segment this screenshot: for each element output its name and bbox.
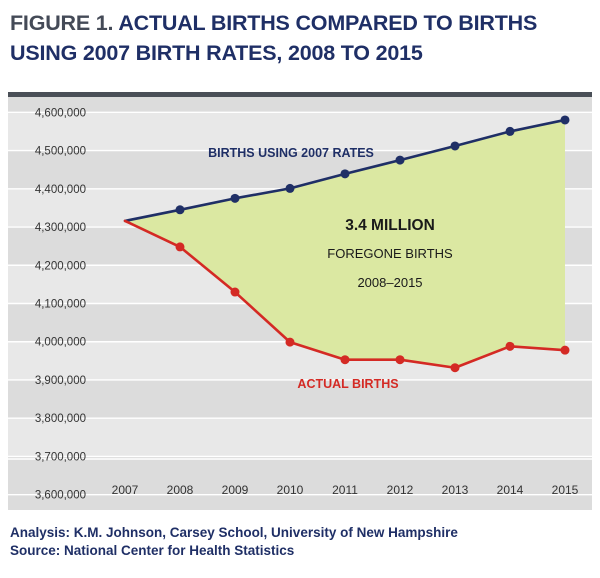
x-tick-label: 2009 [222, 483, 249, 497]
data-point-actual [230, 287, 240, 297]
y-tick-label: 4,600,000 [35, 107, 86, 119]
data-point-actual [395, 355, 405, 365]
data-point-2007-rates [175, 205, 185, 215]
data-point-actual [175, 242, 185, 252]
data-point-2007-rates [340, 169, 350, 179]
y-axis-tick-labels: 4,600,000 4,500,000 4,400,000 4,300,000 4,20… [35, 107, 86, 501]
x-tick-label: 2014 [497, 483, 524, 497]
source-credit: Source: National Center for Health Stati… [10, 543, 295, 558]
line-chart: 4,600,000 4,500,000 4,400,000 4,300,000 4,20… [8, 92, 592, 510]
y-tick-label: 3,900,000 [35, 375, 86, 387]
y-tick-label: 3,800,000 [35, 413, 86, 425]
y-tick-label: 4,000,000 [35, 337, 86, 349]
data-point-2007-rates [560, 115, 570, 125]
x-tick-label: 2012 [387, 483, 414, 497]
y-tick-label: 3,700,000 [35, 451, 86, 463]
x-tick-label: 2011 [332, 483, 358, 497]
x-tick-label: 2013 [442, 483, 469, 497]
data-point-actual [505, 341, 515, 351]
x-tick-label: 2007 [112, 483, 139, 497]
y-tick-label: 4,500,000 [35, 146, 86, 158]
x-axis-tick-labels: 2007 2008 2009 2010 2011 2012 2013 2014 2015 [112, 483, 579, 497]
x-tick-label: 2010 [277, 483, 304, 497]
data-point-actual [340, 355, 350, 365]
chart-area: 4,600,000 4,500,000 4,400,000 4,300,000 4,20… [8, 92, 592, 510]
y-tick-label: 4,400,000 [35, 184, 86, 196]
y-tick-label: 4,100,000 [35, 299, 86, 311]
annotation-headline: 3.4 MILLION [345, 217, 435, 234]
data-point-actual [450, 363, 460, 373]
chart-top-rule [8, 92, 592, 97]
foregone-births-area [125, 119, 565, 368]
data-point-2007-rates [505, 126, 515, 136]
chart-footer: Analysis: K.M. Johnson, Carsey School, U… [10, 524, 595, 560]
data-point-2007-rates [450, 141, 460, 151]
grid-band [8, 418, 592, 457]
y-tick-label: 4,200,000 [35, 260, 86, 272]
x-tick-label: 2008 [167, 483, 194, 497]
figure-title: ACTUAL BIRTHS COMPARED TO BIRTHS USING 2… [10, 11, 538, 65]
annotation-foregone: FOREGONE BIRTHS [327, 246, 453, 261]
series-layer [123, 115, 570, 373]
data-point-actual [560, 345, 570, 355]
y-tick-label: 4,300,000 [35, 222, 86, 234]
series-label-2007-rates: BIRTHS USING 2007 RATES [208, 146, 374, 160]
analysis-credit: Analysis: K.M. Johnson, Carsey School, U… [10, 525, 458, 540]
chart-title: FIGURE 1. ACTUAL BIRTHS COMPARED TO BIRT… [10, 8, 595, 68]
figure-label: FIGURE 1. [10, 11, 114, 35]
series-label-actual: ACTUAL BIRTHS [297, 377, 398, 391]
y-tick-label: 3,600,000 [35, 490, 86, 502]
data-point-2007-rates [285, 183, 295, 193]
annotation-years: 2008–2015 [357, 275, 422, 290]
data-point-actual [285, 337, 295, 347]
data-point-2007-rates [395, 155, 405, 165]
data-point-2007-rates [230, 193, 240, 203]
x-tick-label: 2015 [552, 483, 579, 497]
